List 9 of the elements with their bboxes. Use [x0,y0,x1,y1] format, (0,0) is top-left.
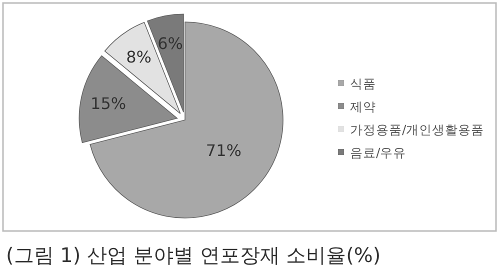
legend-label: 음료/우유 [350,145,406,160]
data-label: 71% [206,141,242,160]
data-label: 8% [126,47,152,66]
legend-label: 가정용품/개인생활용품 [350,122,484,137]
legend-label: 식품 [350,76,376,91]
text: (그림 1) 산업 분야별 연포장재 소비율(%) [6,243,381,267]
data-label: 15% [90,94,126,113]
data-label: 6% [158,34,183,53]
legend-label: 제약 [350,99,376,114]
